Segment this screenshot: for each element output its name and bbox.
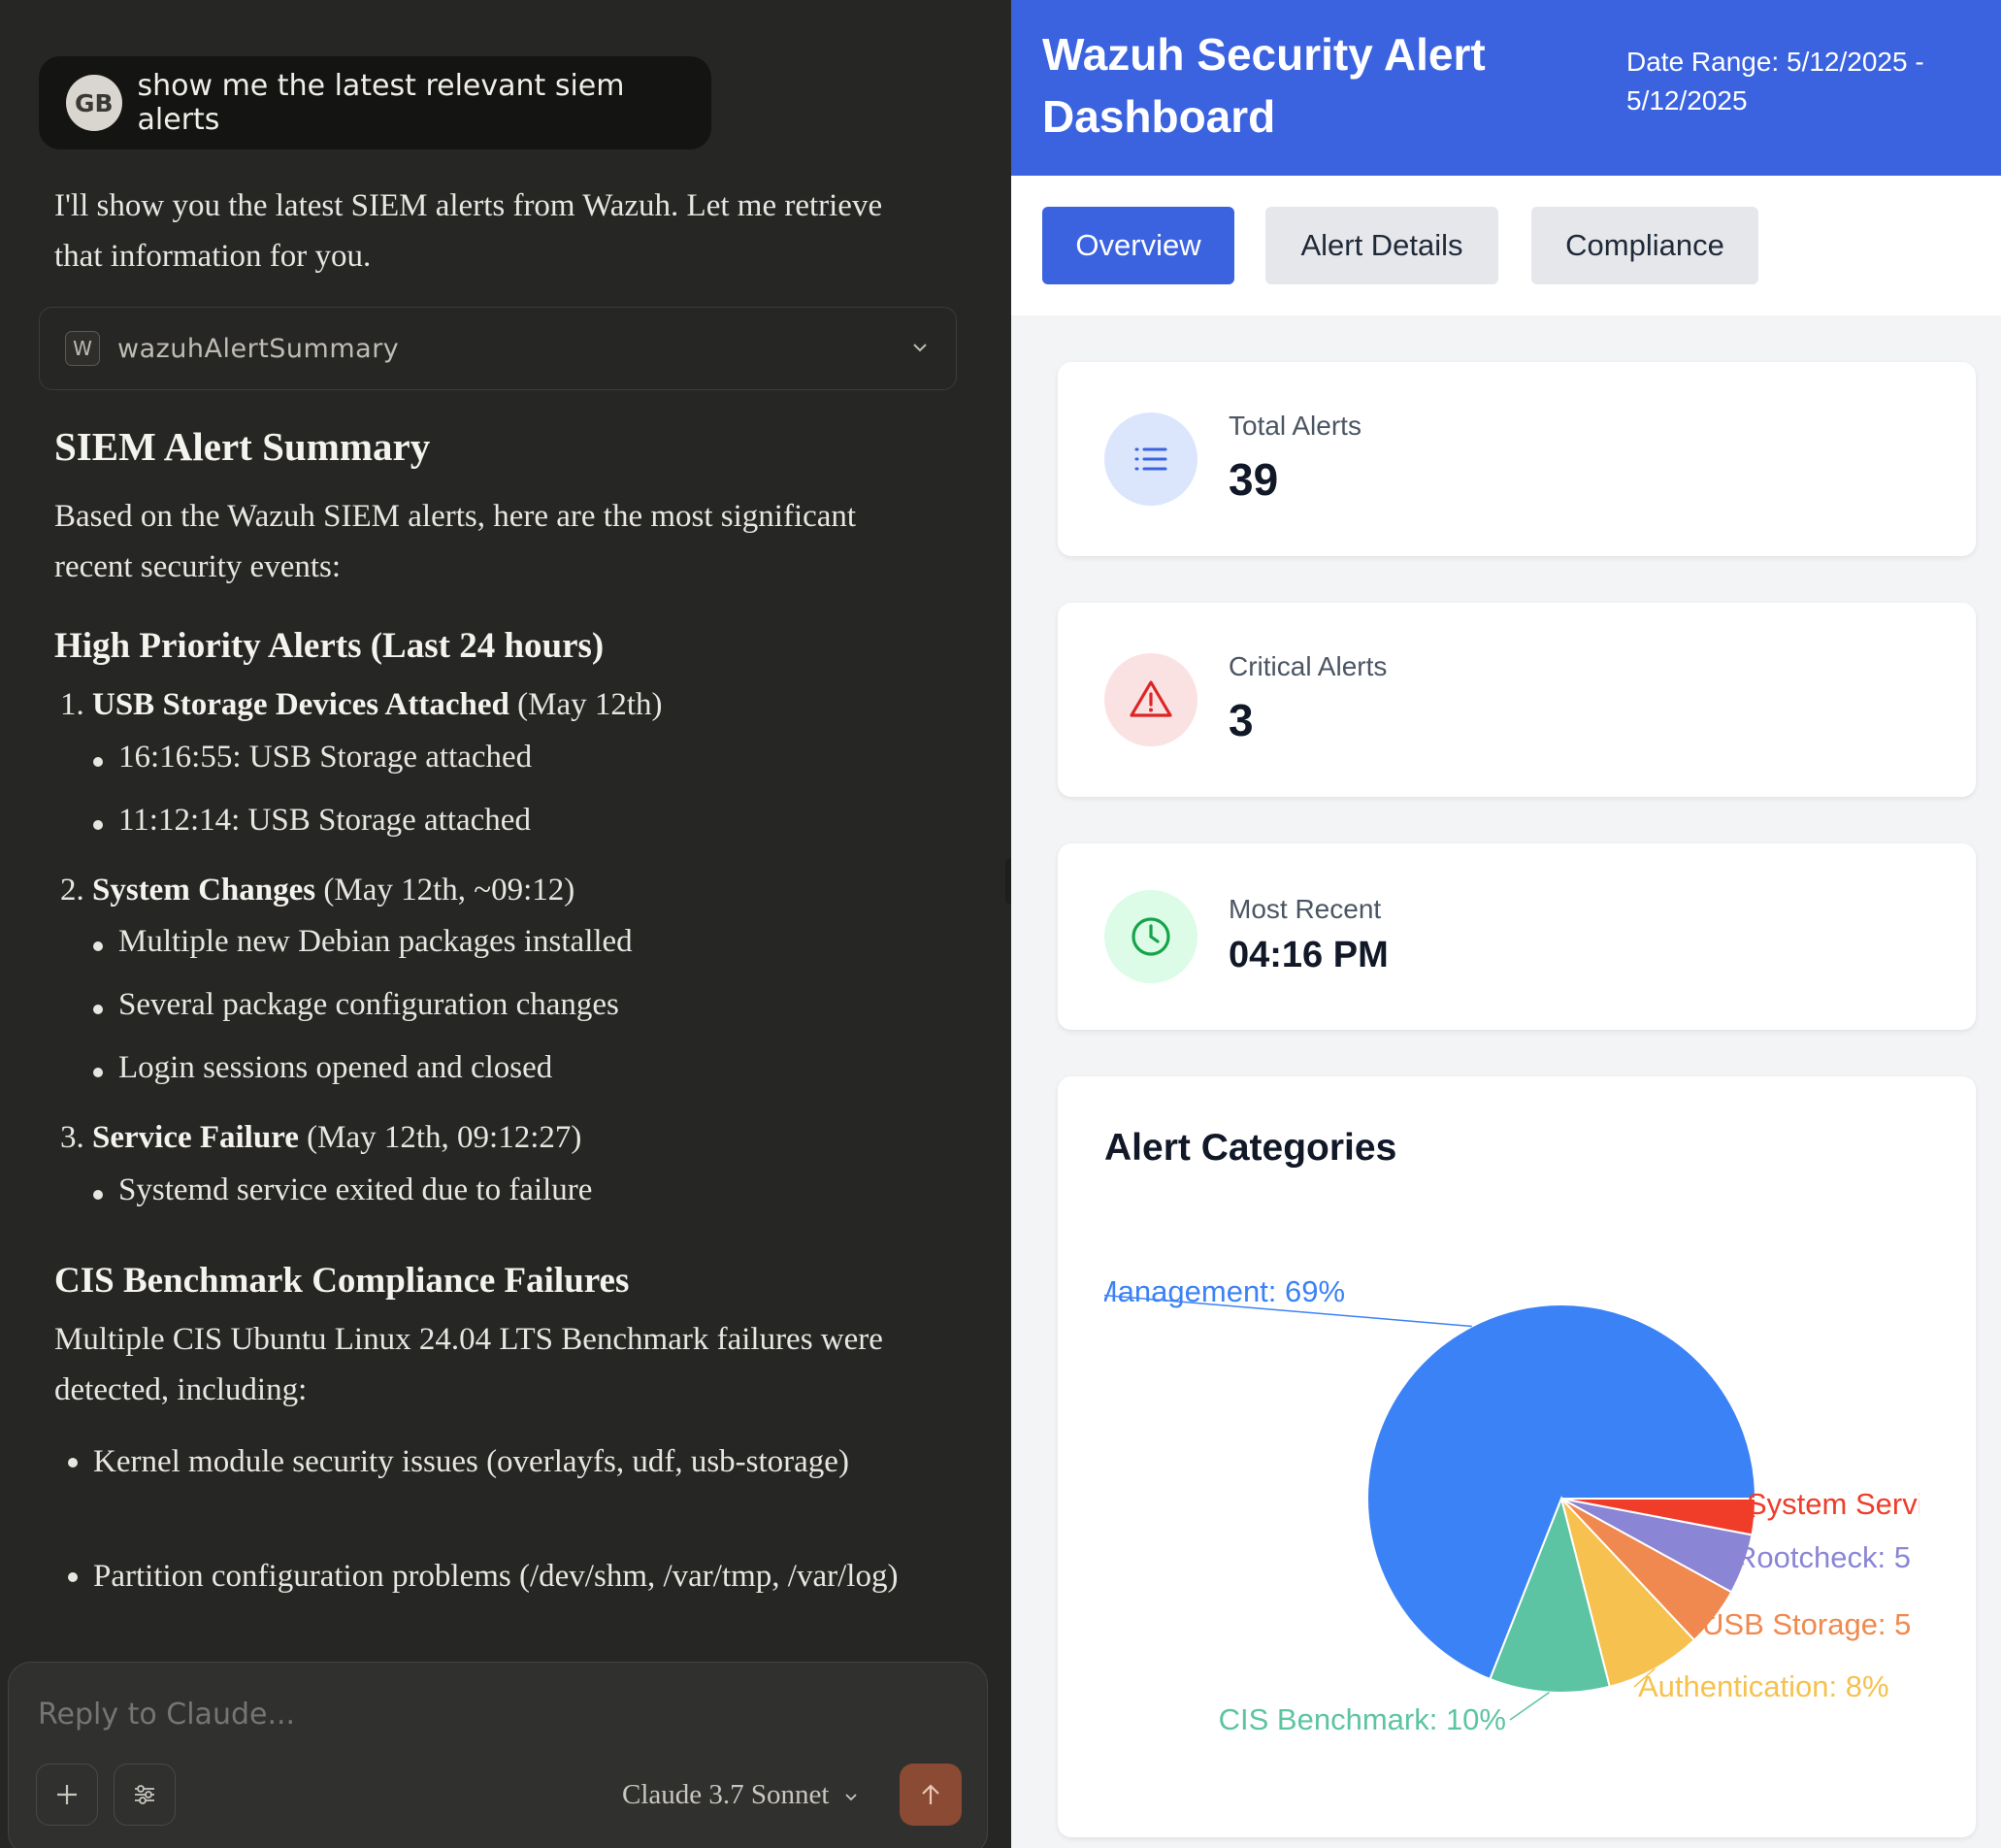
arrow-up-icon [922, 1784, 939, 1804]
dashboard-pane: Wazuh Security Alert Dashboard Date Rang… [1011, 0, 2001, 1848]
critical-alerts-card: Critical Alerts 3 [1058, 603, 1976, 797]
stat-value: 39 [1229, 454, 1279, 505]
tab-overview[interactable]: Overview [1042, 207, 1234, 284]
list-item: Systemd service exited due to failure [92, 1172, 593, 1207]
warning-triangle-icon [1104, 653, 1197, 746]
alert-title: USB Storage Devices Attached [92, 687, 509, 722]
pie-chart: e Management: 69% System Servi Rootcheck: … [1067, 1274, 1924, 1736]
pie-slice[interactable] [1366, 1304, 1757, 1681]
user-message: GB show me the latest relevant siem aler… [39, 56, 711, 149]
list-item: Several package configuration changes [93, 987, 619, 1022]
alert-title: System Changes [92, 873, 316, 908]
pie-leader-line [1104, 1294, 1472, 1328]
tab-alert-details[interactable]: Alert Details [1265, 207, 1498, 284]
list-item: 3. Service Failure (May 12th, 09:12:27) [60, 1120, 581, 1156]
pie-leader-line [1697, 1616, 1716, 1626]
model-selector[interactable]: Claude 3.7 Sonnet [622, 1779, 860, 1811]
pie-label: e Management: 69% [1067, 1274, 1345, 1308]
list-number: 1. [60, 687, 84, 722]
chat-pane: GB show me the latest relevant siem aler… [8, 56, 988, 1848]
pie-label: Authentication: 8% [1638, 1669, 1889, 1703]
assistant-intro: I'll show you the latest SIEM alerts fro… [54, 188, 883, 274]
high-priority-heading: High Priority Alerts (Last 24 hours) [54, 626, 605, 666]
pie-slice[interactable] [1560, 1498, 1696, 1688]
reply-input[interactable] [38, 1698, 911, 1732]
list-item: Partition configuration problems (/dev/s… [68, 1551, 908, 1601]
list-item: Kernel module security issues (overlayfs… [68, 1436, 908, 1487]
tool-name: wazuhAlertSummary [117, 333, 400, 364]
stat-label: Critical Alerts [1229, 651, 1388, 681]
avatar: GB [66, 75, 122, 131]
sliders-icon [135, 1785, 154, 1804]
most-recent-card: Most Recent 04:16 PM [1058, 843, 1976, 1030]
pie-label: Rootcheck: 5 [1735, 1540, 1911, 1574]
alert-categories-card: Alert Categories e Management: 69% System… [1058, 1076, 1976, 1837]
pie-label: System Servi [1747, 1487, 1924, 1521]
list-item: 11:12:14: USB Storage attached [93, 803, 531, 838]
pie-leader-line [1730, 1557, 1745, 1566]
list-number: 2. [60, 873, 84, 908]
alert-detail: (May 12th) [508, 687, 663, 722]
settings-button[interactable] [114, 1764, 176, 1826]
stat-value: 3 [1229, 695, 1254, 745]
list-item: 2. System Changes (May 12th, ~09:12) [60, 873, 574, 908]
tab-bar: Overview Alert Details Compliance [1011, 176, 2001, 315]
cis-intro: Multiple CIS Ubuntu Linux 24.04 LTS Benc… [54, 1322, 883, 1407]
pie-leader-line [1742, 1503, 1755, 1518]
alert-title: Service Failure [92, 1120, 299, 1155]
stat-label: Total Alerts [1229, 411, 1361, 441]
tab-compliance[interactable]: Compliance [1531, 207, 1758, 284]
total-alerts-card: Total Alerts 39 [1058, 362, 1976, 556]
list-item: Multiple new Debian packages installed [93, 924, 633, 959]
list-item: 1. USB Storage Devices Attached (May 12t… [60, 687, 663, 723]
alert-detail: (May 12th, ~09:12) [315, 873, 575, 908]
model-name: Claude 3.7 Sonnet [622, 1779, 830, 1810]
pie-label: CIS Benchmark: 10% [1219, 1702, 1506, 1736]
list-icon [1104, 412, 1197, 506]
date-range: Date Range: 5/12/2025 - 5/12/2025 [1626, 47, 1924, 116]
dashboard-header: Wazuh Security Alert Dashboard Date Rang… [1011, 0, 2001, 176]
cis-heading: CIS Benchmark Compliance Failures [54, 1261, 630, 1301]
clock-icon [1104, 890, 1197, 983]
chart-title: Alert Categories [1104, 1127, 1397, 1169]
list-number: 3. [60, 1120, 84, 1155]
composer: Claude 3.7 Sonnet [8, 1662, 988, 1848]
pie-leader-line [1509, 1691, 1550, 1721]
pie-label: USB Storage: 5 [1702, 1607, 1911, 1641]
alert-detail: (May 12th, 09:12:27) [298, 1120, 582, 1155]
chevron-down-icon[interactable] [909, 337, 931, 358]
dashboard-title: Wazuh Security Alert Dashboard [1042, 29, 1486, 142]
add-button[interactable] [36, 1764, 98, 1826]
tool-icon: W [65, 331, 100, 366]
stat-value: 04:16 PM [1229, 935, 1389, 975]
summary-heading: SIEM Alert Summary [54, 424, 431, 469]
tool-call-wazuh-alert-summary[interactable]: W wazuhAlertSummary [39, 307, 957, 390]
summary-intro: Based on the Wazuh SIEM alerts, here are… [54, 499, 857, 584]
plus-icon [57, 1785, 77, 1804]
send-button[interactable] [900, 1764, 962, 1826]
chevron-down-icon [845, 1794, 857, 1801]
pie-leader-line [1633, 1667, 1656, 1688]
list-item: Login sessions opened and closed [92, 1050, 553, 1085]
list-item: 16:16:55: USB Storage attached [92, 740, 533, 775]
user-message-text: show me the latest relevant siem alerts [137, 69, 625, 137]
pie-slice[interactable] [1489, 1495, 1611, 1694]
stat-label: Most Recent [1229, 894, 1382, 924]
